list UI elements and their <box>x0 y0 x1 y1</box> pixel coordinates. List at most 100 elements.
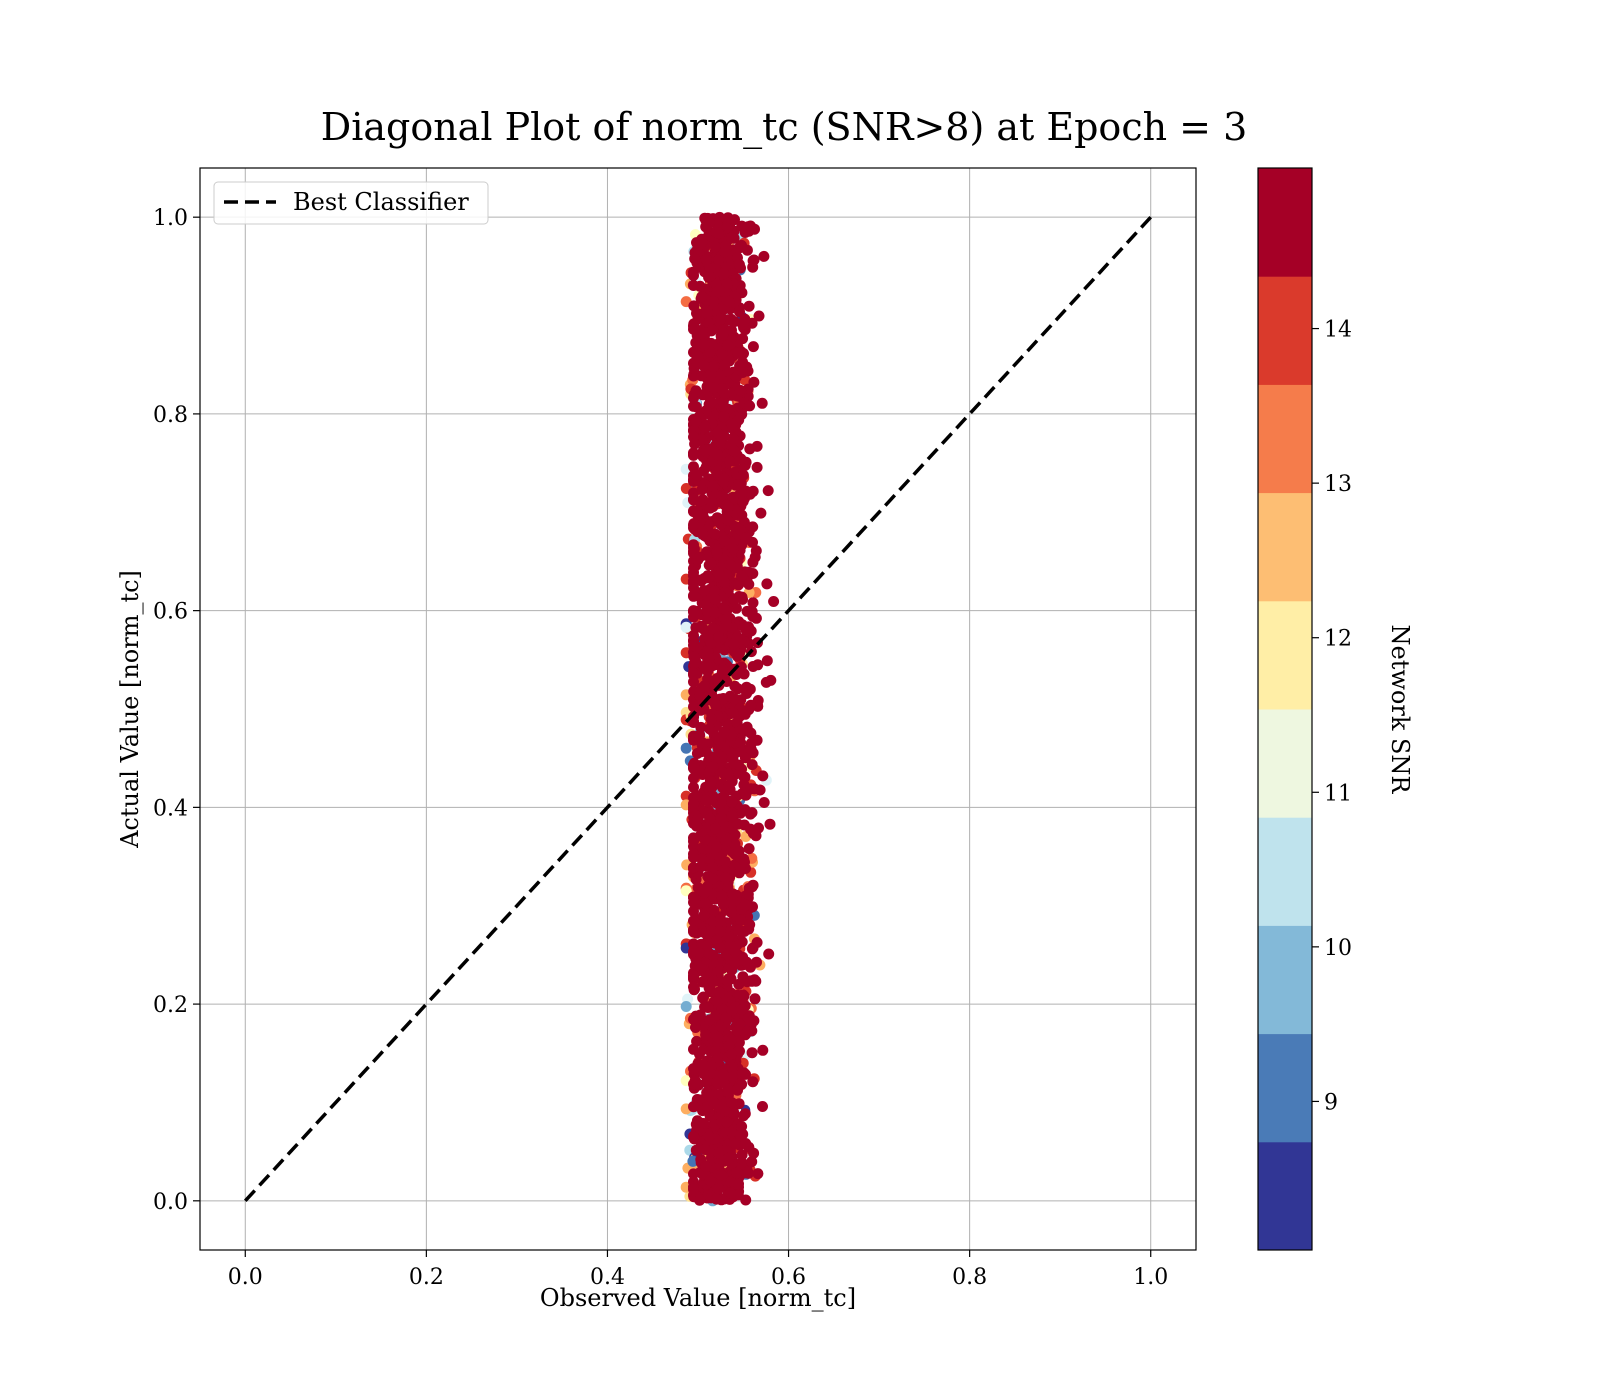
data-point <box>741 956 753 968</box>
data-point <box>698 1068 710 1080</box>
data-point <box>697 992 709 1004</box>
data-point <box>680 885 692 897</box>
data-point <box>747 521 759 533</box>
data-point <box>703 652 715 664</box>
best-classifier-line <box>243 215 1153 1203</box>
data-point <box>707 761 719 773</box>
data-point <box>745 699 757 711</box>
data-point <box>688 519 699 531</box>
data-point <box>743 300 755 312</box>
data-point <box>688 970 699 982</box>
data-point <box>735 1129 747 1141</box>
x-axis-ticks: 0.0 0.2 0.4 0.6 0.8 1.0 <box>228 1250 1168 1290</box>
data-point <box>734 384 746 396</box>
colorbar-tick-label: 13 <box>1324 472 1352 497</box>
data-point <box>688 905 699 917</box>
data-point <box>707 949 719 961</box>
data-point <box>751 461 763 473</box>
data-point <box>728 1107 740 1119</box>
data-point <box>748 254 760 266</box>
scatter-points <box>680 211 780 1207</box>
colorbar-segment <box>1258 709 1312 818</box>
data-point <box>719 246 731 258</box>
data-point <box>696 236 708 248</box>
plot-frame <box>199 167 1197 1251</box>
data-point <box>700 1161 712 1173</box>
data-point <box>708 1096 719 1108</box>
data-point <box>721 514 733 526</box>
plot-area <box>199 167 1197 1251</box>
data-point <box>736 1003 748 1015</box>
data-point <box>746 1047 758 1059</box>
data-point <box>695 861 707 873</box>
data-point <box>680 1001 692 1012</box>
data-point <box>720 835 732 847</box>
data-point <box>732 579 744 591</box>
colorbar-label: Network SNR <box>1386 625 1414 795</box>
data-point <box>708 382 720 394</box>
data-point <box>718 268 730 280</box>
data-point <box>737 356 748 368</box>
data-point <box>705 776 717 788</box>
data-point <box>701 254 712 265</box>
data-point <box>699 421 711 433</box>
data-point <box>750 612 762 624</box>
data-point <box>688 1043 699 1055</box>
data-point <box>735 914 747 926</box>
data-point <box>747 879 759 891</box>
data-point <box>746 807 758 819</box>
data-point <box>712 1077 724 1089</box>
data-point <box>712 1032 724 1044</box>
data-point <box>688 915 699 927</box>
data-point <box>709 593 721 605</box>
data-point <box>699 680 711 692</box>
data-point <box>722 975 733 987</box>
data-point <box>714 926 726 937</box>
data-point <box>703 1131 715 1142</box>
data-point <box>722 340 734 351</box>
data-point <box>723 931 735 943</box>
data-point <box>720 614 732 626</box>
data-point <box>705 713 717 725</box>
legend-box <box>213 181 489 225</box>
data-point <box>732 924 744 936</box>
data-point <box>742 684 754 696</box>
data-point <box>707 480 719 492</box>
data-point <box>702 881 713 892</box>
data-point <box>747 1076 759 1088</box>
data-point <box>688 798 700 810</box>
data-point <box>736 1068 748 1080</box>
data-point <box>704 1175 716 1187</box>
x-tick-label: 1.0 <box>1133 1265 1168 1290</box>
data-point <box>729 693 741 705</box>
data-point <box>688 1131 699 1143</box>
colorbar-segments <box>1258 168 1312 1251</box>
data-point <box>689 763 701 775</box>
data-point <box>728 638 739 650</box>
data-point <box>740 1028 752 1040</box>
data-point <box>732 1025 744 1037</box>
data-point <box>711 427 723 439</box>
data-point <box>697 623 709 635</box>
data-point <box>691 820 702 832</box>
data-point <box>712 227 724 239</box>
data-point <box>736 1149 748 1161</box>
x-tick-label: 0.8 <box>952 1265 987 1290</box>
data-point <box>737 989 749 1001</box>
data-point <box>691 505 703 517</box>
data-point <box>716 792 728 804</box>
data-point <box>688 667 699 679</box>
x-tick-label: 0.0 <box>228 1265 263 1290</box>
data-point <box>761 578 773 590</box>
data-point <box>695 370 707 382</box>
data-point <box>764 818 776 830</box>
data-point <box>696 484 708 496</box>
data-point <box>688 266 699 278</box>
data-point <box>707 975 719 987</box>
data-point <box>696 291 708 303</box>
data-point <box>737 1110 749 1122</box>
data-point <box>688 448 699 460</box>
data-point <box>724 455 736 467</box>
data-point <box>680 621 692 633</box>
colorbar-tick-label: 10 <box>1324 936 1352 961</box>
